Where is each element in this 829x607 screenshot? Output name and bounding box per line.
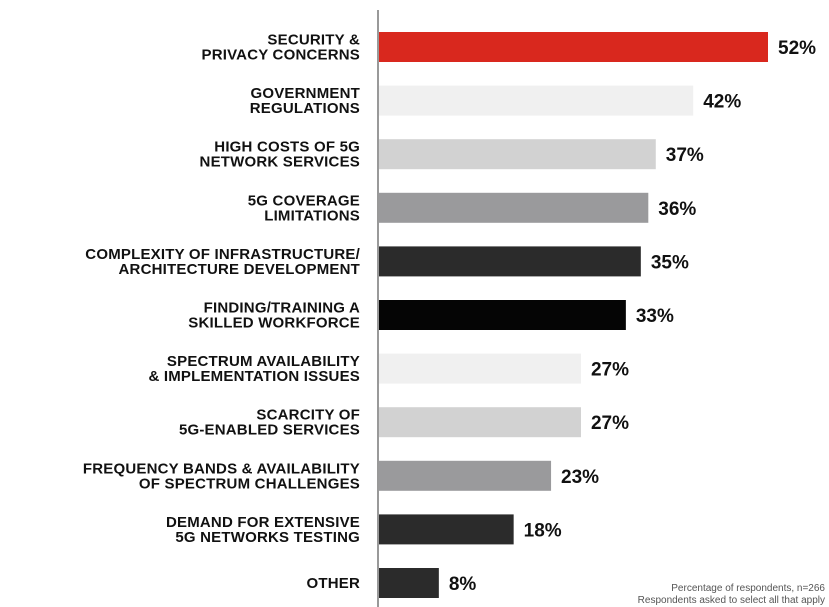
category-label: SECURITY & PRIVACY CONCERNS bbox=[201, 32, 360, 64]
value-label: 35% bbox=[651, 252, 689, 273]
category-label: HIGH COSTS OF 5G NETWORK SERVICES bbox=[200, 139, 360, 171]
value-label: 36% bbox=[658, 199, 696, 220]
bar bbox=[379, 407, 581, 438]
value-label: 52% bbox=[778, 38, 816, 59]
value-label: 42% bbox=[703, 92, 741, 113]
category-label: GOVERNMENT REGULATIONS bbox=[250, 85, 360, 117]
bar bbox=[379, 300, 626, 330]
bar bbox=[379, 568, 439, 598]
value-label: 27% bbox=[591, 413, 629, 434]
bar bbox=[379, 32, 768, 62]
bar bbox=[379, 139, 656, 170]
footnote: Respondents asked to select all that app… bbox=[638, 595, 825, 606]
value-label: 23% bbox=[561, 467, 599, 488]
category-label: SCARCITY OF 5G-ENABLED SERVICES bbox=[179, 407, 360, 439]
category-label: FREQUENCY BANDS & AVAILABILITY OF SPECTRU… bbox=[83, 460, 360, 492]
bar bbox=[379, 192, 649, 223]
value-label: 33% bbox=[636, 306, 674, 327]
value-label: 27% bbox=[591, 360, 629, 381]
category-label: 5G COVERAGE LIMITATIONS bbox=[248, 192, 360, 224]
category-label: COMPLEXITY OF INFRASTRUCTURE/ARCHITECTUR… bbox=[85, 246, 360, 278]
bar bbox=[379, 85, 694, 116]
value-label: 37% bbox=[666, 145, 704, 166]
footnote: Percentage of respondents, n=266 bbox=[671, 583, 825, 594]
bar bbox=[379, 246, 641, 277]
category-label: DEMAND FOR EXTENSIVE 5G NETWORKS TESTING bbox=[166, 514, 360, 546]
category-label: SPECTRUM AVAILABILITY & IMPLEMENTATION IS… bbox=[148, 353, 360, 385]
value-label: 8% bbox=[449, 574, 477, 595]
category-label: OTHER bbox=[307, 575, 361, 592]
bar bbox=[379, 460, 552, 491]
bar bbox=[379, 514, 514, 545]
value-label: 18% bbox=[524, 520, 562, 541]
category-label: FINDING/TRAINING A SKILLED WORKFORCE bbox=[188, 300, 360, 332]
bar bbox=[379, 353, 581, 384]
